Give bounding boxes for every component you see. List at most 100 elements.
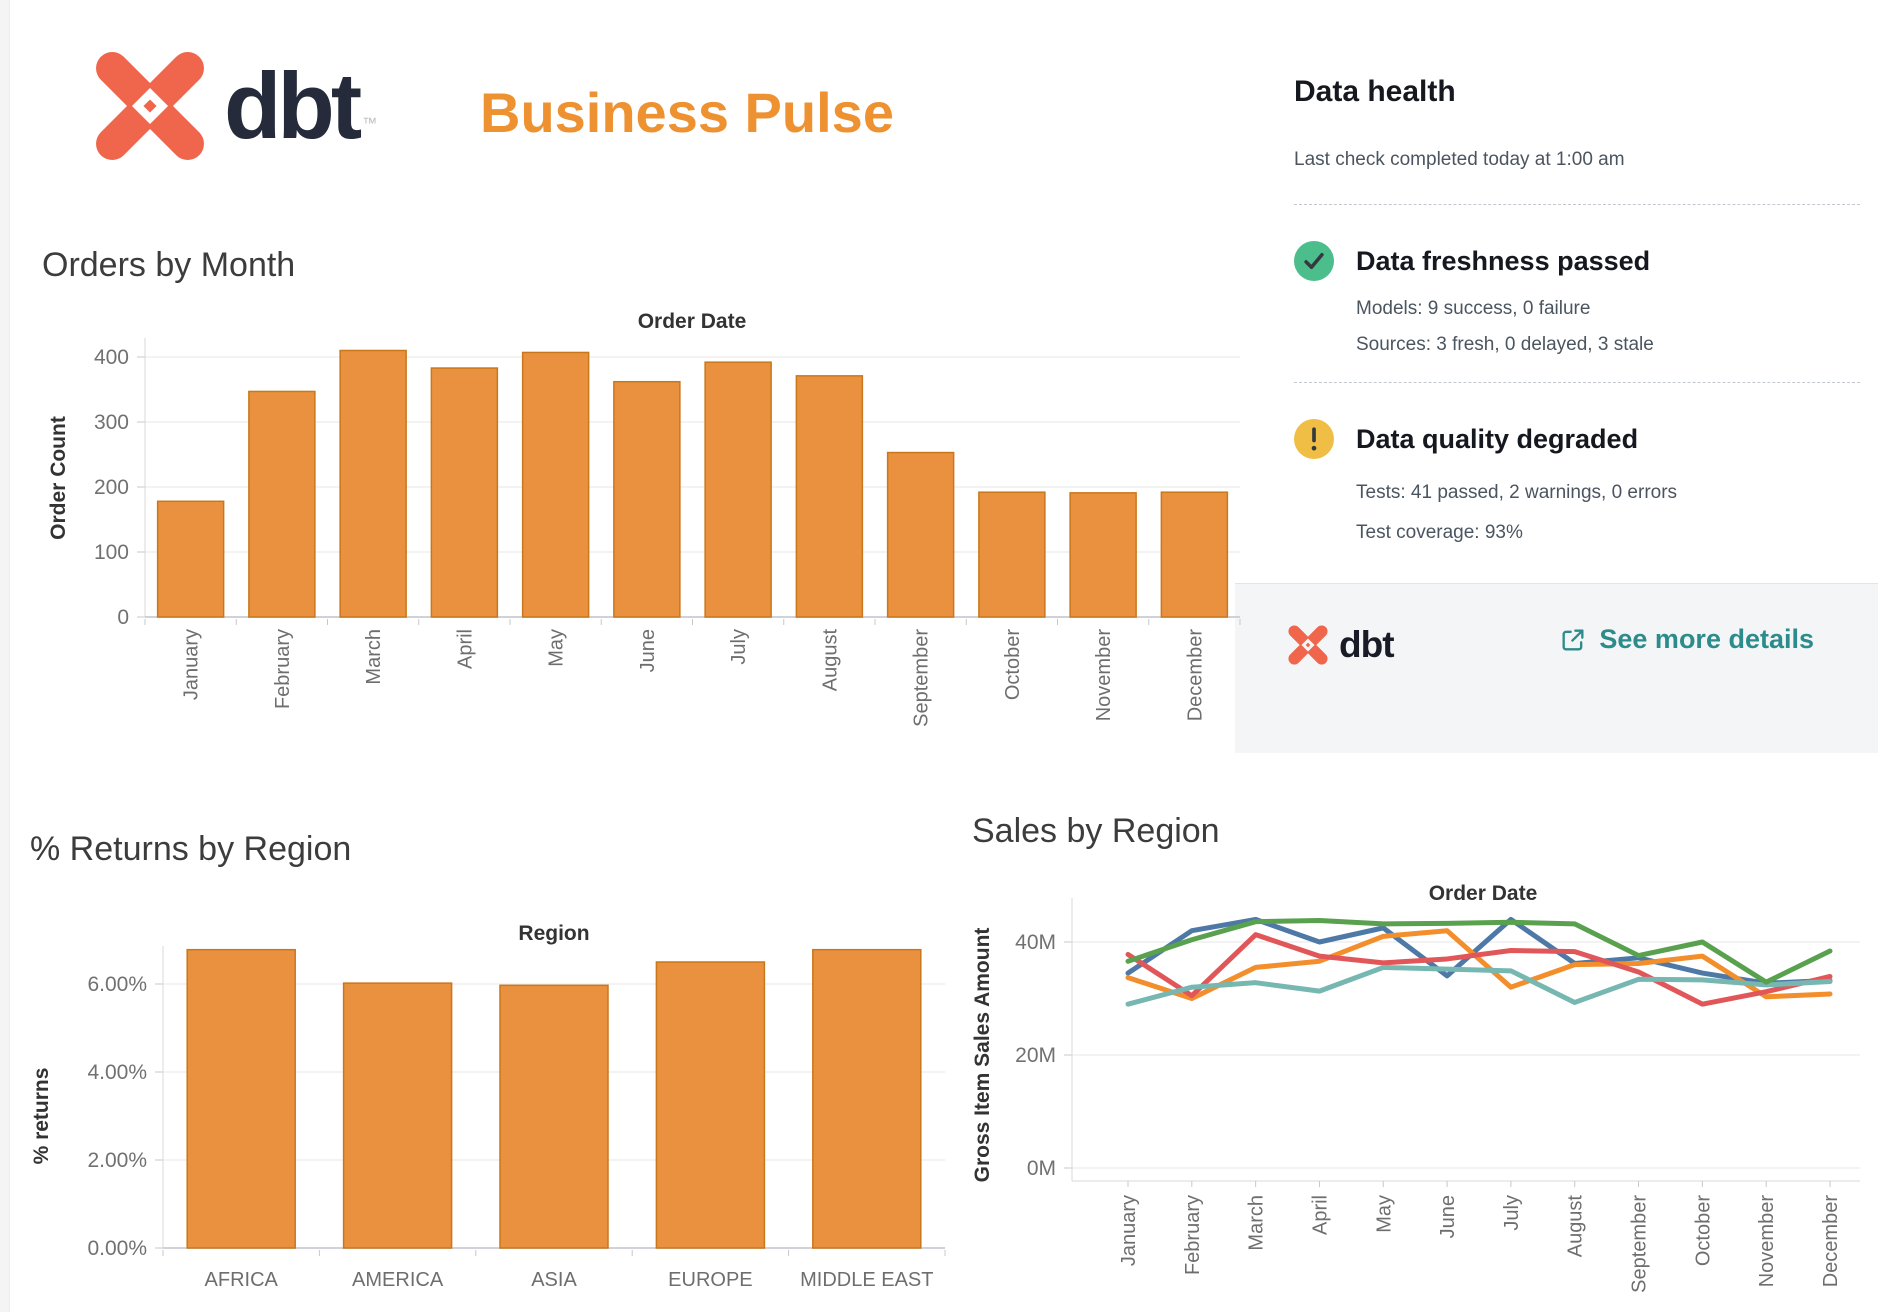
quality-status-title: Data quality degraded bbox=[1356, 424, 1639, 454]
x-category-label: EUROPE bbox=[668, 1269, 752, 1291]
x-category-label: September bbox=[1629, 1195, 1651, 1293]
x-category-label: February bbox=[1182, 1195, 1204, 1275]
data-health-footer: dbt See more details bbox=[1235, 583, 1878, 753]
y-tick-label: 20M bbox=[1015, 1044, 1056, 1067]
sales-by-region-chart[interactable]: 0M 20M 40M January February March April May June… bbox=[965, 878, 1870, 1310]
sales-chart-title: Sales by Region bbox=[972, 812, 1220, 850]
bar-April[interactable] bbox=[430, 367, 499, 618]
data-health-title: Data health bbox=[1294, 75, 1456, 108]
x-category-label: December bbox=[1184, 629, 1206, 722]
series-EUROPE[interactable] bbox=[1125, 964, 1833, 1007]
x-category-label: January bbox=[181, 629, 203, 700]
bar-ASIA[interactable] bbox=[499, 984, 609, 1249]
bar-MIDDLE EAST[interactable] bbox=[812, 948, 922, 1249]
series-AMERICA[interactable] bbox=[1125, 928, 1833, 1001]
x-category-label: February bbox=[272, 629, 294, 709]
divider bbox=[1294, 204, 1860, 205]
returns-chart-title: % Returns by Region bbox=[30, 830, 352, 868]
bar-AMERICA[interactable] bbox=[342, 982, 453, 1249]
x-category-label: December bbox=[1820, 1195, 1842, 1288]
quality-coverage-line: Test coverage: 93% bbox=[1356, 522, 1523, 543]
see-more-details-link[interactable]: See more details bbox=[1559, 624, 1814, 655]
bar-March[interactable] bbox=[339, 349, 407, 618]
see-more-details-label: See more details bbox=[1599, 624, 1814, 654]
x-category-label: June bbox=[1437, 1195, 1459, 1238]
x-category-label: June bbox=[637, 629, 659, 672]
orders-chart-title: Orders by Month bbox=[42, 246, 296, 284]
freshness-status-title: Data freshness passed bbox=[1356, 246, 1651, 276]
y-tick-label: 300 bbox=[94, 411, 129, 434]
y-tick-label: 0 bbox=[117, 606, 129, 629]
x-category-label: August bbox=[1565, 1195, 1587, 1258]
divider bbox=[1294, 382, 1860, 383]
dbt-x-icon bbox=[96, 52, 204, 160]
bar-September[interactable] bbox=[886, 451, 955, 618]
orders-by-month-chart[interactable]: 0 100 200 300 400 January February March April Ma… bbox=[35, 298, 1245, 758]
x-category-label: May bbox=[546, 629, 568, 667]
freshness-sources-line: Sources: 3 fresh, 0 delayed, 3 stale bbox=[1356, 334, 1654, 355]
x-category-label: April bbox=[1309, 1195, 1331, 1235]
quality-status-row: Data quality degraded Tests: 41 passed, … bbox=[1294, 419, 1860, 545]
y-tick-label: 2.00% bbox=[87, 1149, 147, 1172]
check-circle-icon bbox=[1294, 241, 1334, 281]
x-category-label: October bbox=[1692, 1195, 1714, 1266]
x-axis-title: Order Date bbox=[1429, 882, 1538, 905]
y-tick-label: 0.00% bbox=[87, 1237, 147, 1260]
x-category-label: November bbox=[1093, 629, 1115, 722]
freshness-models-line: Models: 9 success, 0 failure bbox=[1356, 298, 1591, 319]
bar-June[interactable] bbox=[613, 380, 681, 618]
series-MIDDLE EAST[interactable] bbox=[1125, 918, 1833, 985]
y-tick-label: 100 bbox=[94, 541, 129, 564]
x-category-label: March bbox=[363, 629, 385, 685]
returns-by-region-chart[interactable]: 0.00% 2.00% 4.00% 6.00% AFRICA AMERICA ASIA EUR… bbox=[28, 900, 968, 1312]
dbt-logo: dbt ™ bbox=[92, 48, 377, 164]
x-category-label: January bbox=[1118, 1195, 1140, 1266]
x-category-label: November bbox=[1756, 1195, 1778, 1288]
warning-circle-icon bbox=[1294, 419, 1334, 459]
y-tick-label: 40M bbox=[1015, 931, 1056, 954]
x-category-label: ASIA bbox=[531, 1269, 577, 1291]
y-tick-label: 400 bbox=[94, 346, 129, 369]
x-category-label: September bbox=[911, 629, 933, 727]
x-category-label: October bbox=[1002, 629, 1024, 700]
y-axis-title: Gross Item Sales Amount bbox=[971, 928, 994, 1183]
bar-January[interactable] bbox=[156, 500, 225, 618]
quality-tests-line: Tests: 41 passed, 2 warnings, 0 errors bbox=[1356, 482, 1678, 503]
y-tick-label: 6.00% bbox=[87, 973, 147, 996]
dbt-wordmark: dbt bbox=[224, 53, 362, 158]
bar-February[interactable] bbox=[248, 390, 316, 618]
freshness-status-row: Data freshness passed Models: 9 success,… bbox=[1294, 241, 1860, 357]
dbt-wordmark-small: dbt bbox=[1339, 624, 1395, 665]
x-axis-title: Order Date bbox=[638, 310, 747, 333]
bar-August[interactable] bbox=[795, 375, 864, 618]
y-tick-label: 0M bbox=[1027, 1157, 1056, 1180]
bar-October[interactable] bbox=[978, 491, 1046, 618]
y-tick-label: 4.00% bbox=[87, 1061, 147, 1084]
x-category-label: July bbox=[728, 629, 750, 665]
x-category-label: May bbox=[1373, 1195, 1395, 1233]
series-ASIA[interactable] bbox=[1125, 932, 1833, 1007]
bar-July[interactable] bbox=[704, 361, 772, 618]
x-category-label: MIDDLE EAST bbox=[800, 1269, 933, 1291]
bar-November[interactable] bbox=[1069, 492, 1137, 618]
page-edge bbox=[0, 0, 10, 1312]
data-health-last-check: Last check completed today at 1:00 am bbox=[1294, 149, 1625, 170]
x-category-label: April bbox=[454, 629, 476, 669]
page-title: Business Pulse bbox=[480, 81, 894, 144]
x-category-label: March bbox=[1246, 1195, 1268, 1251]
bar-December[interactable] bbox=[1160, 491, 1229, 618]
y-tick-label: 200 bbox=[94, 476, 129, 499]
x-category-label: AMERICA bbox=[352, 1269, 444, 1291]
dbt-logo-small: dbt bbox=[1287, 624, 1395, 666]
x-category-label: July bbox=[1501, 1195, 1523, 1231]
dbt-x-icon bbox=[1288, 625, 1328, 665]
data-health-panel: Data health Last check completed today a… bbox=[1294, 74, 1860, 545]
y-axis-title: % returns bbox=[30, 1068, 53, 1165]
bar-EUROPE[interactable] bbox=[655, 961, 766, 1249]
series-AFRICA[interactable] bbox=[1125, 916, 1833, 986]
bar-May[interactable] bbox=[521, 351, 590, 618]
bar-AFRICA[interactable] bbox=[186, 948, 296, 1249]
x-category-label: August bbox=[819, 629, 841, 692]
trademark-mark: ™ bbox=[362, 114, 378, 132]
